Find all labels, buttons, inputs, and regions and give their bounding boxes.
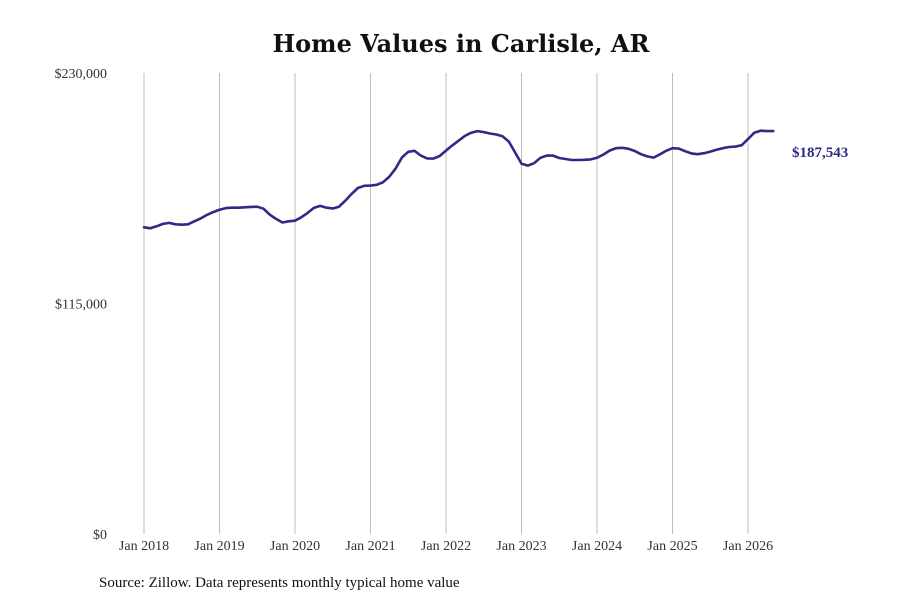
x-axis-tick-labels: Jan 2018 Jan 2019 Jan 2020 Jan 2021 Jan 2022… [119,539,773,554]
chart-title: Home Values in Carlisle, AR [272,29,650,58]
x-tick-label: Jan 2021 [345,539,395,554]
vertical-gridlines [143,73,749,534]
last-value-label: $187,543 [792,145,848,161]
x-tick-label: Jan 2024 [572,539,622,554]
x-tick-label: Jan 2018 [119,539,169,554]
x-tick-label: Jan 2026 [723,539,773,554]
series-layer [142,129,775,230]
x-tick-label: Jan 2019 [194,539,244,554]
y-tick-label: $230,000 [55,67,108,82]
series-line-0 [142,129,775,230]
y-tick-label: $0 [93,528,107,543]
y-axis-tick-labels: $0 $115,000 $230,000 [55,67,108,543]
source-note: Source: Zillow. Data represents monthly … [99,575,460,591]
y-tick-label: $115,000 [55,298,107,313]
x-tick-label: Jan 2022 [421,539,471,554]
x-tick-label: Jan 2023 [496,539,546,554]
x-tick-label: Jan 2020 [270,539,320,554]
x-tick-label: Jan 2025 [647,539,697,554]
